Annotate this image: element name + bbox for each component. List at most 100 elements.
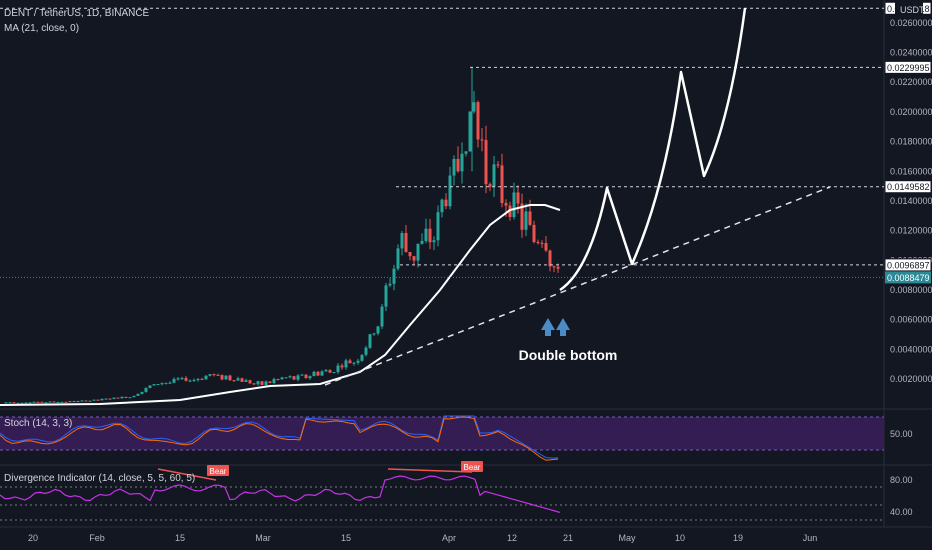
candle-body <box>132 395 136 398</box>
candle-body <box>320 371 324 376</box>
candle-body <box>464 151 468 154</box>
candle-body <box>256 381 260 385</box>
candle-body <box>496 164 500 166</box>
price-tag <box>884 258 932 272</box>
div-tick: 80.00 <box>890 475 913 485</box>
candle-body <box>220 375 224 380</box>
candle-body <box>364 347 368 355</box>
candle-body <box>28 402 32 404</box>
candle-body <box>368 334 372 348</box>
candle-body <box>80 400 84 402</box>
candle-body <box>112 397 116 399</box>
candle-body <box>156 383 160 385</box>
candle-body <box>428 228 432 243</box>
candle-body <box>480 139 484 141</box>
y-tick-label: 0.0140000 <box>890 196 932 206</box>
currency-box <box>895 0 923 14</box>
price-tag-label: 0.0229995 <box>887 63 930 73</box>
candle-body <box>488 184 492 187</box>
y-tick-label: 0.0180000 <box>890 137 932 147</box>
candles <box>4 67 560 404</box>
candle-body <box>140 391 144 394</box>
candle-body <box>148 385 152 388</box>
candle-body <box>24 402 28 404</box>
candle-body <box>168 382 172 384</box>
candle-body <box>356 360 360 363</box>
candle-body <box>332 372 336 374</box>
candle-body <box>264 381 268 385</box>
candle-body <box>536 242 540 244</box>
candle-body <box>280 377 284 380</box>
candle-body <box>468 111 472 152</box>
candle-body <box>296 375 300 380</box>
candle-body <box>240 378 244 382</box>
x-tick-label: May <box>618 533 636 543</box>
candle-body <box>424 228 428 241</box>
candle-body <box>204 375 208 380</box>
projection-path <box>559 7 747 292</box>
x-tick-label: 19 <box>733 533 743 543</box>
candle-body <box>272 379 276 383</box>
currency-label: USDT <box>900 5 925 15</box>
y-tick-label: 0.0060000 <box>890 315 932 325</box>
candle-body <box>44 402 48 404</box>
candle-body <box>104 398 108 400</box>
candle-body <box>376 326 380 334</box>
bear-divergence-line <box>387 468 473 473</box>
stoch-legend[interactable]: Stoch (14, 3, 3) <box>4 418 73 429</box>
candle-body <box>476 102 480 140</box>
candle-body <box>176 378 180 380</box>
candle-body <box>52 401 56 403</box>
candle-body <box>360 354 364 361</box>
candle-body <box>456 158 460 172</box>
candle-body <box>188 380 192 382</box>
candle-body <box>252 383 256 385</box>
ma-line <box>0 204 561 406</box>
candle-body <box>548 250 552 267</box>
candle-body <box>556 266 560 269</box>
candle-body <box>180 377 184 379</box>
candle-body <box>276 379 280 381</box>
bear-badge <box>207 465 229 476</box>
candle-body <box>216 374 220 376</box>
candle-body <box>392 268 396 284</box>
candle-body <box>416 243 420 261</box>
candle-body <box>136 393 140 396</box>
candle-body <box>348 360 352 364</box>
candle-body <box>516 192 520 204</box>
candle-body <box>372 333 376 335</box>
candle-body <box>164 382 168 384</box>
candle-body <box>84 400 88 402</box>
x-tick-label: Mar <box>255 533 271 543</box>
candle-body <box>492 164 496 187</box>
y-tick-label: 0.0020000 <box>890 374 932 384</box>
candle-body <box>324 370 328 372</box>
candle-body <box>420 240 424 244</box>
candle-body <box>512 192 516 218</box>
candle-body <box>312 371 316 377</box>
candle-body <box>64 401 68 403</box>
divergence-legend[interactable]: Divergence Indicator (14, close, 5, 5, 6… <box>4 473 196 484</box>
candle-body <box>244 380 248 382</box>
stoch-d-line <box>0 416 559 461</box>
double-bottom-label: Double bottom <box>519 347 618 363</box>
div-tick: 40.00 <box>890 507 913 517</box>
candle-body <box>212 374 216 376</box>
candle-body <box>328 370 332 373</box>
candle-body <box>444 199 448 207</box>
bear-badge-label: Bear <box>210 467 227 476</box>
candle-body <box>40 401 44 403</box>
candle-body <box>124 396 128 398</box>
x-tick-label: Feb <box>89 533 105 543</box>
candle-body <box>552 266 556 268</box>
candle-body <box>20 402 24 404</box>
candle-body <box>432 240 436 243</box>
ma-legend[interactable]: MA (21, close, 0) <box>4 23 80 34</box>
candle-body <box>440 199 444 213</box>
candle-body <box>236 378 240 381</box>
symbol-legend[interactable]: DENT / TetherUS, 1D, BINANCE <box>4 8 150 19</box>
y-tick-label: 0.0040000 <box>890 344 932 354</box>
candle-body <box>336 365 340 373</box>
